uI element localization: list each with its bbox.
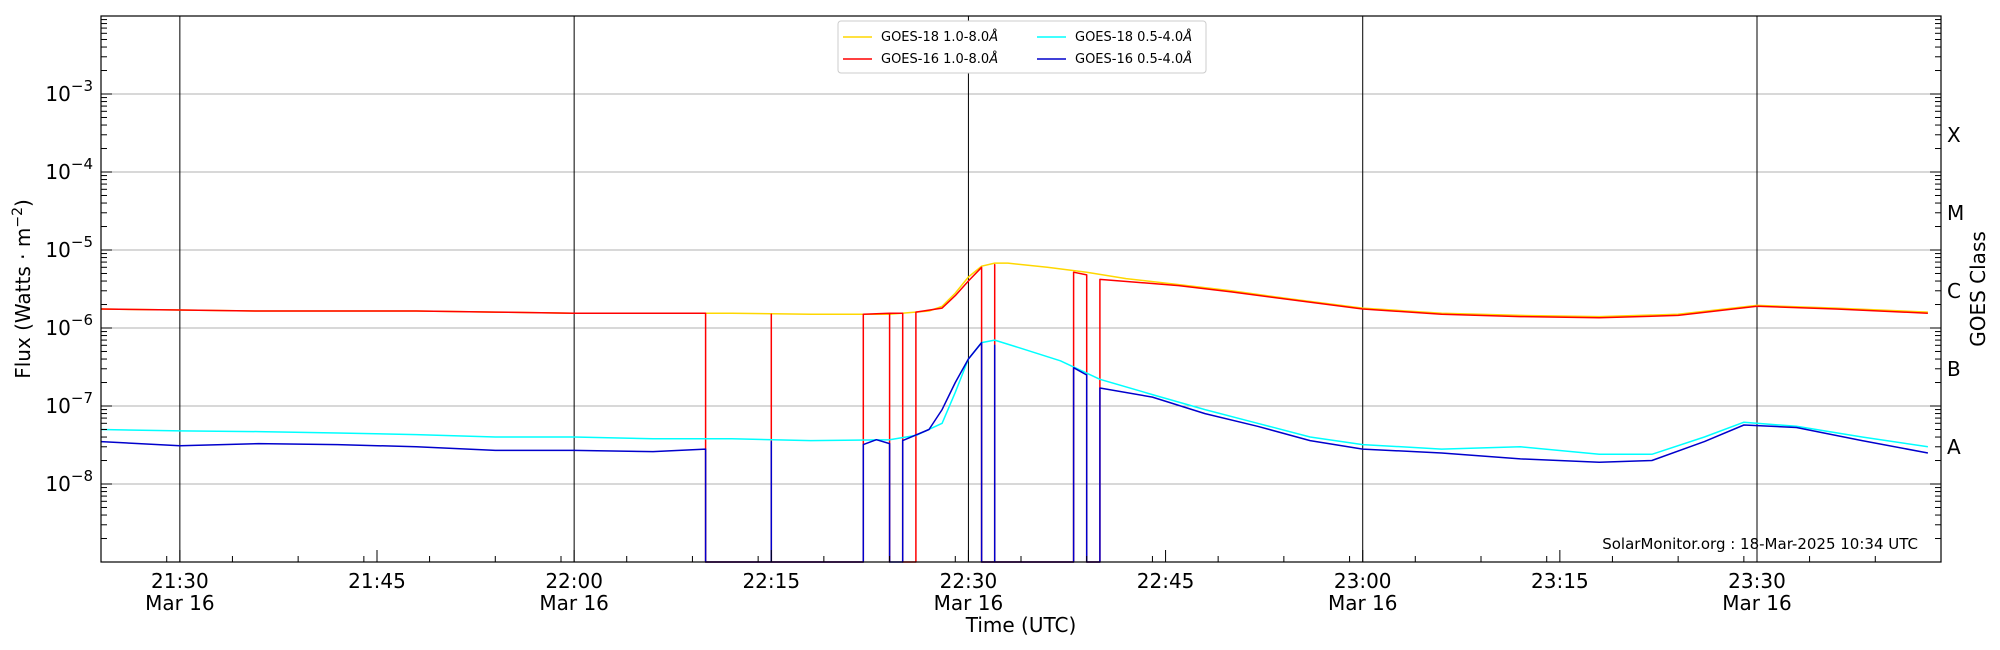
goes-class-label: X [1947, 123, 1961, 147]
x-tick-label-time: 22:00 [545, 569, 603, 593]
x-axis-title: Time (UTC) [965, 613, 1077, 637]
grid-lines [101, 93, 1941, 485]
legend-label-goes16-long: GOES-16 1.0-8.0Å [881, 51, 998, 67]
goes-class-labels: A B C M X [1947, 123, 1964, 459]
legend-label-goes18-short: GOES-18 0.5-4.0Å [1075, 29, 1192, 45]
y-tick-label: 10−5 [45, 233, 93, 262]
series-lines [100, 262, 1929, 563]
legend-entry-goes16-long: GOES-16 1.0-8.0Å [843, 51, 998, 67]
goes-class-label: C [1947, 279, 1961, 303]
x-tick-label-date: Mar 16 [539, 591, 609, 615]
legend-entry-goes16-short: GOES-16 0.5-4.0Å [1037, 51, 1192, 67]
hour-marker-lines [179, 16, 1758, 562]
legend-label-goes16-short: GOES-16 0.5-4.0Å [1075, 51, 1192, 67]
x-tick-label-time: 22:30 [940, 569, 998, 593]
axis-ticks [100, 15, 1942, 563]
legend-entry-goes18-short: GOES-18 0.5-4.0Å [1037, 29, 1192, 45]
y-right-axis-title: GOES Class [1966, 231, 1990, 347]
x-tick-label-time: 22:15 [742, 569, 800, 593]
y-tick-labels: 10−8 10−7 10−6 10−5 10−4 10−3 [45, 77, 93, 496]
series-line-2 [100, 339, 1929, 456]
x-tick-label-date: Mar 16 [934, 591, 1004, 615]
legend-entry-goes18-long: GOES-18 1.0-8.0Å [843, 29, 998, 45]
legend: GOES-18 1.0-8.0Å GOES-16 1.0-8.0Å GOES-1… [837, 20, 1207, 74]
legend-box [837, 20, 1207, 74]
y-tick-label: 10−6 [45, 311, 93, 340]
x-tick-label-time: 23:30 [1728, 569, 1786, 593]
legend-label-goes18-long: GOES-18 1.0-8.0Å [881, 29, 998, 45]
y-tick-label: 10−7 [45, 389, 93, 418]
goes-class-label: B [1947, 357, 1961, 381]
x-tick-label-date: Mar 16 [1722, 591, 1792, 615]
goes-class-label: M [1947, 201, 1964, 225]
y-axis-title: Flux (Watts · m−2) [10, 199, 35, 379]
x-tick-label-time: 21:30 [151, 569, 209, 593]
y-tick-label: 10−8 [45, 467, 93, 496]
x-tick-label-time: 23:15 [1531, 569, 1589, 593]
x-tick-label-time: 23:00 [1334, 569, 1392, 593]
y-tick-label: 10−3 [45, 77, 93, 106]
y-axis-title-exponent: −2 [10, 207, 26, 228]
x-tick-label-date: Mar 16 [145, 591, 215, 615]
y-tick-label: 10−4 [45, 155, 93, 184]
series-line-3 [100, 341, 1929, 563]
goes-class-label: A [1947, 435, 1961, 459]
x-tick-label-time: 22:45 [1137, 569, 1195, 593]
source-annotation: SolarMonitor.org : 18-Mar-2025 10:34 UTC [1602, 535, 1918, 553]
y-axis-title-main: Flux (Watts · m [11, 228, 35, 379]
y-axis-title-close: ) [11, 199, 35, 207]
x-tick-label-date: Mar 16 [1328, 591, 1398, 615]
series-line-1 [100, 263, 1928, 563]
x-tick-label-time: 21:45 [348, 569, 406, 593]
